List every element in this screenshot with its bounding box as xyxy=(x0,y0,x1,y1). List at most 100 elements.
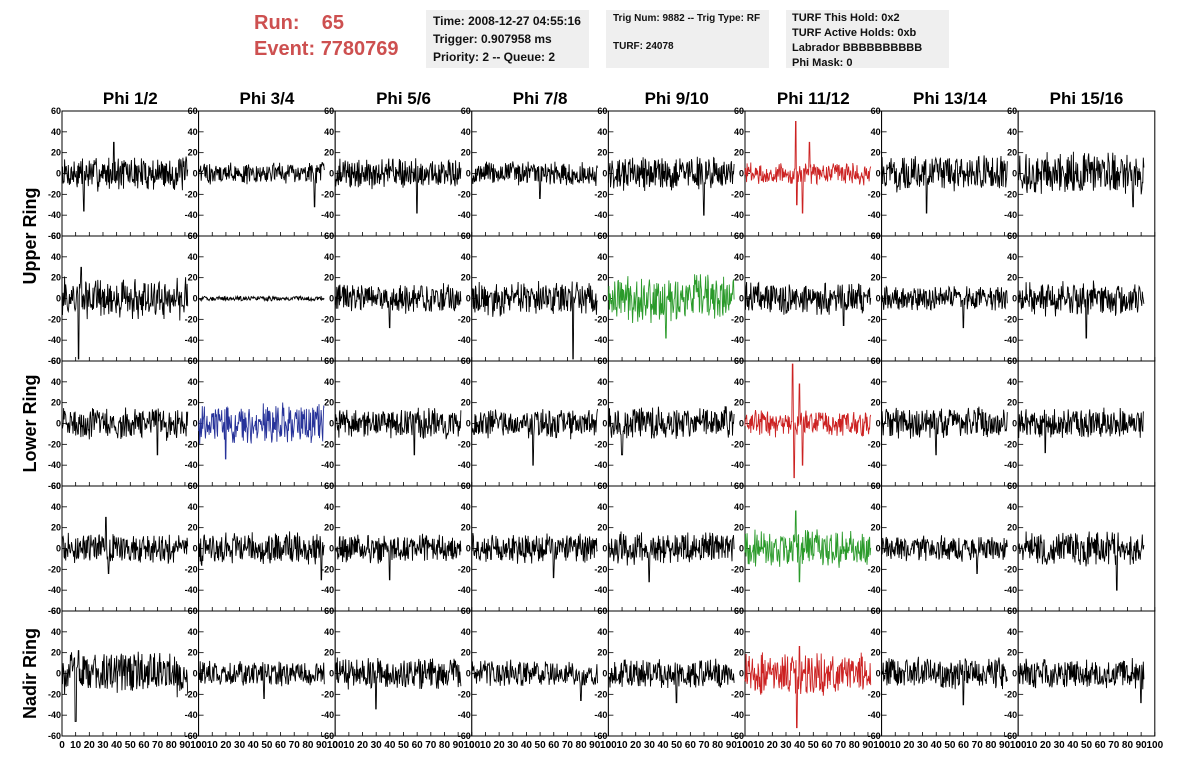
y-tick-label: -40 xyxy=(321,210,334,220)
waveform-trace xyxy=(744,281,872,327)
waveform-trace xyxy=(198,660,325,699)
waveform-trace xyxy=(198,294,325,303)
y-tick-label: -20 xyxy=(868,439,881,449)
y-tick-label: -20 xyxy=(731,439,744,449)
y-tick-label: -20 xyxy=(321,564,334,574)
y-tick-label: -40 xyxy=(48,710,61,720)
y-tick-label: 20 xyxy=(51,523,61,533)
x-tick-label: 100 xyxy=(873,740,890,751)
panel-frame xyxy=(1017,485,1156,612)
y-tick-label: 40 xyxy=(188,252,198,262)
y-tick-label: 20 xyxy=(871,273,881,283)
y-tick-label: -40 xyxy=(594,460,607,470)
x-tick-label: 60 xyxy=(138,740,150,751)
waveform-trace xyxy=(61,266,189,360)
y-tick-label: -20 xyxy=(594,314,607,324)
y-tick-label: 60 xyxy=(188,231,198,241)
y-tick-label: 40 xyxy=(51,502,61,512)
y-tick-label: 20 xyxy=(51,398,61,408)
y-tick-label: 0 xyxy=(329,419,334,429)
y-tick-label: -20 xyxy=(185,689,198,699)
y-tick-label: 20 xyxy=(871,523,881,533)
y-tick-label: -20 xyxy=(868,314,881,324)
waveform-trace xyxy=(1017,407,1144,454)
y-tick-label: -20 xyxy=(48,314,61,324)
y-tick-label: -20 xyxy=(185,564,198,574)
y-tick-label: 20 xyxy=(51,273,61,283)
waveform-trace xyxy=(198,402,325,460)
y-tick-label: 40 xyxy=(871,377,881,387)
y-tick-label: 40 xyxy=(51,127,61,137)
x-tick-label: 70 xyxy=(425,740,437,751)
waveform-trace xyxy=(881,535,1008,574)
x-tick-label: 0 xyxy=(879,740,885,751)
waveform-trace xyxy=(881,155,1008,214)
ring-label: Upper Ring xyxy=(20,188,40,285)
y-tick-label: 20 xyxy=(597,273,607,283)
y-tick-label: 20 xyxy=(1007,273,1017,283)
x-tick-label: 0 xyxy=(606,740,612,751)
x-tick-label: 20 xyxy=(1040,740,1052,751)
y-tick-label: -40 xyxy=(458,210,471,220)
x-tick-label: 90 xyxy=(999,740,1011,751)
y-tick-label: -40 xyxy=(321,585,334,595)
waveform-trace xyxy=(61,407,189,456)
x-tick-label: 50 xyxy=(261,740,273,751)
y-tick-label: 40 xyxy=(871,502,881,512)
waveform-trace xyxy=(471,161,598,199)
x-tick-label: 40 xyxy=(248,740,260,751)
y-tick-label: -20 xyxy=(594,564,607,574)
y-tick-label: -20 xyxy=(458,564,471,574)
y-tick-label: -20 xyxy=(48,439,61,449)
y-tick-label: -20 xyxy=(1004,564,1017,574)
y-tick-label: 60 xyxy=(188,606,198,616)
column-label: Phi 15/16 xyxy=(1050,89,1124,108)
column-label: Phi 11/12 xyxy=(777,89,850,108)
y-tick-label: 60 xyxy=(51,606,61,616)
y-tick-label: 40 xyxy=(51,627,61,637)
x-tick-label: 40 xyxy=(657,740,669,751)
y-tick-label: -40 xyxy=(1004,335,1017,345)
x-tick-label: 30 xyxy=(97,740,109,751)
y-tick-label: 0 xyxy=(466,669,471,679)
y-tick-label: 60 xyxy=(324,481,334,491)
x-tick-label: 90 xyxy=(862,740,874,751)
x-tick-label: 40 xyxy=(111,740,123,751)
y-tick-label: 20 xyxy=(597,398,607,408)
y-tick-label: 20 xyxy=(188,523,198,533)
y-tick-label: 0 xyxy=(739,294,744,304)
waveform-trace xyxy=(881,406,1008,456)
x-tick-label: 60 xyxy=(412,740,424,751)
x-tick-label: 50 xyxy=(535,740,547,751)
x-tick-label: 50 xyxy=(944,740,956,751)
x-tick-label: 70 xyxy=(835,740,847,751)
y-tick-label: 0 xyxy=(1012,169,1017,179)
y-tick-label: 40 xyxy=(871,252,881,262)
x-tick-label: 20 xyxy=(220,740,232,751)
y-tick-label: -40 xyxy=(594,585,607,595)
y-tick-label: 60 xyxy=(871,606,881,616)
waveform-trace xyxy=(744,645,872,729)
y-tick-label: 20 xyxy=(51,648,61,658)
x-tick-label: 100 xyxy=(327,740,344,751)
priority-line: Priority: 2 -- Queue: 2 xyxy=(433,50,556,64)
y-tick-label: -20 xyxy=(594,439,607,449)
x-tick-label: 80 xyxy=(712,740,724,751)
x-tick-label: 0 xyxy=(59,740,65,751)
waveform-trace xyxy=(1017,151,1145,208)
y-tick-label: 0 xyxy=(193,669,198,679)
y-tick-label: -40 xyxy=(48,585,61,595)
waveform-trace xyxy=(607,658,735,704)
x-tick-label: 10 xyxy=(616,740,628,751)
y-tick-label: 40 xyxy=(461,502,471,512)
x-tick-label: 0 xyxy=(469,740,475,751)
y-tick-label: -40 xyxy=(458,460,471,470)
y-tick-label: 0 xyxy=(739,419,744,429)
y-tick-label: 20 xyxy=(188,398,198,408)
y-tick-label: -20 xyxy=(458,314,471,324)
y-tick-label: 60 xyxy=(51,231,61,241)
x-tick-label: 20 xyxy=(630,740,642,751)
y-tick-label: -20 xyxy=(594,689,607,699)
labrador-line: Labrador BBBBBBBBBB xyxy=(792,42,923,54)
y-tick-label: -60 xyxy=(458,731,471,741)
